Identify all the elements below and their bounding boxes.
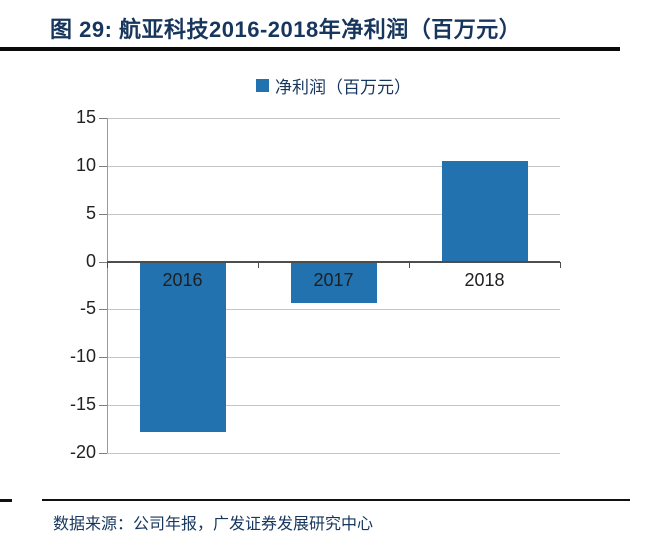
category-label-2017: 2017 bbox=[313, 269, 354, 290]
y-axis-tick-label: -5 bbox=[79, 298, 96, 319]
y-axis-tick-label: 15 bbox=[75, 107, 96, 127]
category-label-2016: 2016 bbox=[162, 269, 203, 290]
y-axis-tick-label: -10 bbox=[69, 346, 96, 367]
y-axis-tick-label: -15 bbox=[69, 394, 96, 415]
figure-title: 图 29: 航亚科技2016-2018年净利润（百万元） bbox=[50, 17, 522, 42]
x-axis-tick bbox=[107, 261, 108, 268]
gridline bbox=[107, 213, 560, 215]
gridline bbox=[107, 357, 560, 359]
bar-2018 bbox=[441, 161, 528, 262]
title-divider bbox=[0, 47, 620, 51]
y-axis-tick bbox=[99, 405, 107, 407]
y-axis-tick bbox=[99, 309, 107, 311]
zero-axis-line bbox=[107, 260, 560, 263]
y-axis-tick-label: 5 bbox=[85, 202, 96, 223]
y-axis-tick-label: 10 bbox=[75, 154, 96, 175]
bar-2016 bbox=[139, 261, 226, 432]
y-axis-tick-label: -20 bbox=[69, 442, 96, 462]
y-axis-tick-label: 0 bbox=[85, 250, 96, 271]
category-label-2018: 2018 bbox=[464, 269, 505, 290]
y-axis-tick bbox=[99, 453, 107, 454]
y-axis-tick bbox=[99, 213, 107, 215]
footer-divider bbox=[42, 499, 630, 501]
y-axis-tick bbox=[99, 118, 107, 119]
data-source-text: 数据来源：公司年报，广发证券发展研究中心 bbox=[53, 516, 374, 533]
x-axis-tick bbox=[258, 261, 259, 268]
y-axis-line bbox=[107, 118, 108, 453]
chart-legend: 净利润（百万元） bbox=[107, 73, 560, 97]
x-axis-tick bbox=[409, 261, 410, 268]
legend-square-icon bbox=[256, 78, 269, 92]
page-edge-mark bbox=[0, 499, 12, 502]
gridline bbox=[107, 309, 560, 311]
gridline bbox=[107, 453, 560, 454]
y-axis-tick bbox=[99, 357, 107, 359]
bar-2017 bbox=[290, 261, 377, 303]
gridline bbox=[107, 405, 560, 407]
gridline bbox=[107, 118, 560, 119]
y-axis-tick bbox=[99, 165, 107, 167]
legend-label: 净利润（百万元） bbox=[275, 77, 411, 97]
gridline bbox=[107, 165, 560, 167]
y-axis-tick bbox=[99, 261, 107, 263]
x-axis-tick bbox=[560, 261, 561, 268]
